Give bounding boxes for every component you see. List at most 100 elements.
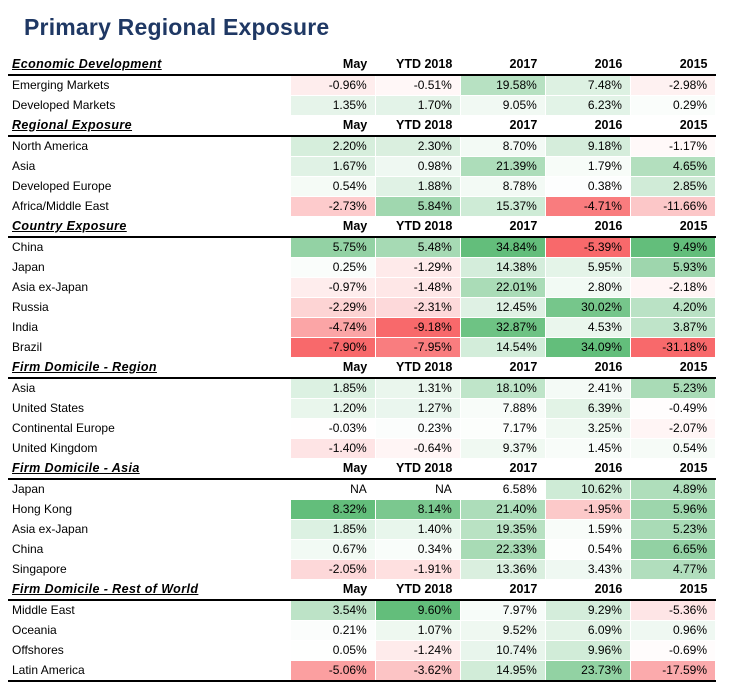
value-cell: 6.09% (544, 620, 631, 641)
table-row: North America 2.20% 2.30% 8.70% 9.18% -1.17% (8, 135, 717, 157)
row-label: India (8, 317, 291, 338)
column-header: May (290, 55, 376, 76)
value-cell: 1.27% (374, 398, 461, 419)
value-cell: 13.36% (459, 559, 546, 580)
table-row: Hong Kong 8.32% 8.14% 21.40% -1.95% 5.96% (8, 499, 717, 520)
value-cell: -11.66% (629, 196, 717, 217)
table-row: Developed Europe 0.54% 1.88% 8.78% 0.38% 2.85… (8, 176, 717, 197)
row-label: Offshores (8, 640, 291, 661)
row-label: Middle East (8, 600, 291, 621)
value-cell: 9.96% (544, 640, 631, 661)
column-header: May (290, 458, 376, 480)
section-title: Firm Domicile - Region (8, 357, 291, 379)
row-label: Japan (8, 479, 291, 500)
value-cell: 5.75% (289, 236, 376, 258)
value-cell: 5.96% (629, 499, 717, 520)
column-header: YTD 2018 (375, 458, 461, 480)
value-cell: 1.20% (289, 398, 376, 419)
row-label: Asia (8, 156, 291, 177)
table-row: Japan 0.25% -1.29% 14.38% 5.95% 5.93% (8, 257, 717, 278)
value-cell: -1.40% (289, 438, 376, 459)
column-header: 2016 (545, 55, 631, 76)
value-cell: -0.64% (374, 438, 461, 459)
value-cell: 1.45% (544, 438, 631, 459)
value-cell: 3.87% (629, 317, 717, 338)
row-label: Emerging Markets (8, 75, 291, 96)
value-cell: 0.54% (629, 438, 717, 459)
column-header: 2017 (460, 216, 546, 238)
value-cell: 6.39% (544, 398, 631, 419)
value-cell: 6.58% (459, 478, 546, 500)
row-label: Brazil (8, 337, 291, 358)
value-cell: 1.79% (544, 156, 631, 177)
section-header-row: Country Exposure May YTD 2018 2017 2016 2015 (8, 216, 716, 238)
row-label: Asia (8, 378, 291, 399)
value-cell: 30.02% (544, 297, 631, 318)
value-cell: -4.71% (544, 196, 631, 217)
column-header: May (290, 115, 376, 137)
value-cell: -0.51% (374, 74, 461, 96)
section-header-row: Firm Domicile - Asia May YTD 2018 2017 2016 2… (8, 458, 716, 480)
table-row: Japan NA NA 6.58% 10.62% 4.89% (8, 478, 717, 500)
value-cell: 8.14% (374, 499, 461, 520)
value-cell: -2.05% (289, 559, 376, 580)
value-cell: 34.09% (544, 337, 631, 358)
value-cell: 9.60% (374, 599, 461, 621)
value-cell: 1.88% (374, 176, 461, 197)
row-label: Developed Europe (8, 176, 291, 197)
column-header: 2017 (460, 357, 546, 379)
value-cell: -0.49% (629, 398, 717, 419)
value-cell: 4.77% (629, 559, 717, 580)
row-label: United Kingdom (8, 438, 291, 459)
column-header: 2016 (545, 458, 631, 480)
value-cell: 18.10% (459, 377, 546, 399)
value-cell: 1.85% (289, 377, 376, 399)
value-cell: -9.18% (374, 317, 461, 338)
table-row: Africa/Middle East -2.73% 5.84% 15.37% -4.71… (8, 196, 717, 217)
section-title: Economic Development (8, 55, 291, 76)
value-cell: -1.95% (544, 499, 631, 520)
value-cell: 0.67% (289, 539, 376, 560)
row-label: Asia ex-Japan (8, 519, 291, 540)
row-label: Singapore (8, 559, 291, 580)
column-header: 2016 (545, 357, 631, 379)
row-label: Oceania (8, 620, 291, 641)
regional-exposure-table: Economic Development May YTD 2018 2017 2016 2… (8, 55, 717, 682)
column-header: YTD 2018 (375, 115, 461, 137)
value-cell: 7.48% (544, 74, 631, 96)
value-cell: 3.54% (289, 599, 376, 621)
row-label: Continental Europe (8, 418, 291, 439)
value-cell: NA (289, 478, 376, 500)
column-header: 2015 (630, 579, 716, 601)
table-row: Oceania 0.21% 1.07% 9.52% 6.09% 0.96% (8, 620, 717, 641)
column-header: YTD 2018 (375, 55, 461, 76)
value-cell: -5.39% (544, 236, 631, 258)
value-cell: 10.62% (544, 478, 631, 500)
value-cell: -2.31% (374, 297, 461, 318)
value-cell: 5.93% (629, 257, 717, 278)
section-title: Firm Domicile - Rest of World (8, 579, 291, 601)
row-label: Developed Markets (8, 95, 291, 116)
column-header: 2016 (545, 115, 631, 137)
table-row: Offshores 0.05% -1.24% 10.74% 9.96% -0.69% (8, 640, 717, 661)
value-cell: -4.74% (289, 317, 376, 338)
column-header: May (290, 216, 376, 238)
column-header: 2015 (630, 216, 716, 238)
value-cell: 22.01% (459, 277, 546, 298)
section-header-row: Economic Development May YTD 2018 2017 2016 2… (8, 55, 716, 76)
value-cell: -2.29% (289, 297, 376, 318)
value-cell: 1.85% (289, 519, 376, 540)
section-title: Country Exposure (8, 216, 291, 238)
column-header: 2015 (630, 115, 716, 137)
value-cell: -2.18% (629, 277, 717, 298)
table-row: Asia 1.67% 0.98% 21.39% 1.79% 4.65% (8, 156, 717, 177)
table-row: Asia ex-Japan -0.97% -1.48% 22.01% 2.80% -2.1… (8, 277, 717, 298)
row-label: Africa/Middle East (8, 196, 291, 217)
value-cell: 5.95% (544, 257, 631, 278)
value-cell: 14.38% (459, 257, 546, 278)
column-header: May (290, 579, 376, 601)
value-cell: -31.18% (629, 337, 717, 358)
value-cell: -1.48% (374, 277, 461, 298)
row-label: Hong Kong (8, 499, 291, 520)
value-cell: 0.21% (289, 620, 376, 641)
